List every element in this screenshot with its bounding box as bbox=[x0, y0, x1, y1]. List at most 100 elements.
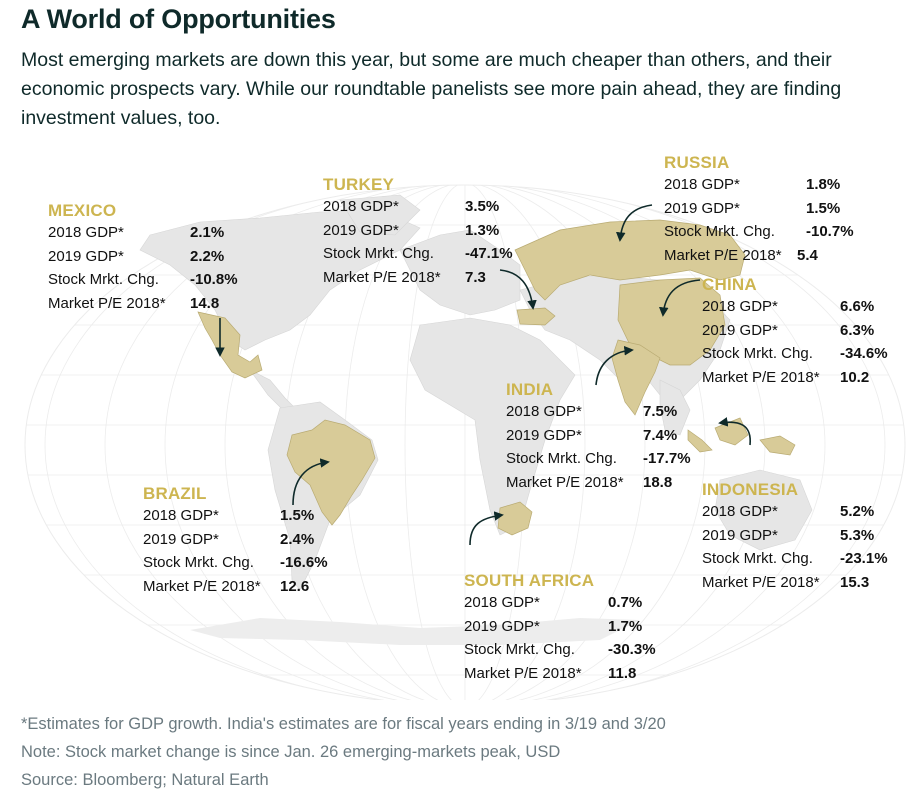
row-gdp2018: 2018 GDP* 6.6% bbox=[702, 295, 888, 319]
label: Market P/E 2018* bbox=[506, 473, 624, 491]
value: -47.1% bbox=[465, 245, 513, 262]
row-stock: Stock Mrkt. Chg. -10.8% bbox=[48, 268, 238, 292]
callout-arrows bbox=[215, 204, 751, 546]
row-gdp2018: 2018 GDP* 7.5% bbox=[506, 400, 691, 424]
value: -23.1% bbox=[840, 550, 888, 567]
row-stock: Stock Mrkt. Chg. -23.1% bbox=[702, 547, 888, 571]
row-gdp2018: 2018 GDP* 2.1% bbox=[48, 221, 238, 245]
value: 1.7% bbox=[608, 617, 643, 635]
label: Stock Mrkt. Chg. bbox=[48, 271, 159, 288]
label: Stock Mrkt. Chg. bbox=[143, 554, 254, 571]
row-stock: Stock Mrkt. Chg. -17.7% bbox=[506, 447, 691, 471]
country-name: TURKEY bbox=[323, 175, 395, 194]
callout-turkey: TURKEY 2018 GDP* 3.5% 2019 GDP* 1.3% Stock… bbox=[323, 175, 513, 289]
value: -30.3% bbox=[608, 641, 656, 658]
country-name: CHINA bbox=[702, 275, 757, 294]
land-europe bbox=[399, 229, 521, 316]
row-gdp2019: 2019 GDP* 7.4% bbox=[506, 424, 691, 448]
label: Stock Mrkt. Chg. bbox=[702, 345, 813, 362]
value: 2.1% bbox=[190, 224, 225, 241]
value: 10.2 bbox=[840, 368, 870, 386]
value: -10.8% bbox=[190, 271, 238, 288]
callout-brazil: BRAZIL 2018 GDP* 1.5% 2019 GDP* 2.4% Stock… bbox=[143, 484, 328, 598]
arrow-south-africa bbox=[469, 511, 504, 546]
label: Market P/E 2018* bbox=[464, 664, 582, 682]
source-line: Source: Bloomberg; Natural Earth bbox=[21, 771, 269, 789]
row-pe: Market P/E 2018* 11.8 bbox=[464, 662, 656, 686]
globe-outline bbox=[24, 184, 906, 700]
land-greenland bbox=[339, 194, 421, 236]
row-gdp2019: 2019 GDP* 1.7% bbox=[464, 615, 656, 639]
value: 1.5% bbox=[280, 507, 315, 524]
label: Market P/E 2018* bbox=[702, 573, 820, 591]
row-gdp2019: 2019 GDP* 2.4% bbox=[143, 528, 328, 552]
label: 2019 GDP* bbox=[702, 321, 778, 339]
row-gdp2018: 2018 GDP* 1.5% bbox=[143, 504, 328, 528]
label: 2018 GDP* bbox=[664, 176, 740, 193]
country-name: INDONESIA bbox=[702, 480, 799, 499]
country-mexico bbox=[197, 311, 263, 379]
footnote-stock: Note: Stock market change is since Jan. … bbox=[21, 743, 561, 761]
value: 0.7% bbox=[608, 594, 643, 611]
footnote-gdp: *Estimates for GDP growth. India's estim… bbox=[21, 715, 666, 733]
label: 2018 GDP* bbox=[464, 594, 540, 611]
land-australia bbox=[714, 469, 813, 551]
value: 15.3 bbox=[840, 573, 870, 591]
arrow-china bbox=[658, 279, 701, 317]
highlighted-countries bbox=[197, 219, 796, 536]
label: Stock Mrkt. Chg. bbox=[464, 641, 575, 658]
label: 2018 GDP* bbox=[702, 298, 778, 315]
value: 6.3% bbox=[840, 321, 875, 339]
arrow-india bbox=[595, 345, 634, 386]
label: 2019 GDP* bbox=[48, 247, 124, 265]
row-stock: Stock Mrkt. Chg. -30.3% bbox=[464, 638, 656, 662]
value: 3.5% bbox=[465, 198, 500, 215]
label: 2018 GDP* bbox=[506, 403, 582, 420]
country-name: RUSSIA bbox=[664, 153, 730, 172]
page-title: A World of Opportunities bbox=[21, 4, 336, 34]
country-south-africa bbox=[497, 501, 533, 536]
value: 2.4% bbox=[280, 530, 315, 548]
callout-india: INDIA 2018 GDP* 7.5% 2019 GDP* 7.4% Stock … bbox=[506, 380, 691, 494]
row-gdp2019: 2019 GDP* 1.3% bbox=[323, 219, 513, 243]
value: 2.2% bbox=[190, 247, 225, 265]
country-name: SOUTH AFRICA bbox=[464, 571, 595, 590]
land-north-america bbox=[139, 209, 421, 351]
label: Stock Mrkt. Chg. bbox=[702, 550, 813, 567]
country-turkey bbox=[516, 307, 556, 326]
country-russia bbox=[514, 219, 746, 301]
row-stock: Stock Mrkt. Chg. -34.6% bbox=[702, 342, 888, 366]
row-pe: Market P/E 2018* 15.3 bbox=[702, 571, 888, 595]
label: Stock Mrkt. Chg. bbox=[664, 223, 775, 240]
callout-russia: RUSSIA 2018 GDP* 1.8% 2019 GDP* 1.5% Stock… bbox=[664, 153, 854, 267]
country-indonesia bbox=[687, 417, 796, 456]
page-dek: Most emerging markets are down this year… bbox=[21, 49, 842, 129]
country-name: BRAZIL bbox=[143, 484, 207, 503]
value: 7.5% bbox=[643, 403, 678, 420]
value: 5.4 bbox=[797, 246, 818, 264]
value: 1.3% bbox=[465, 221, 500, 239]
value: 1.8% bbox=[806, 176, 841, 193]
callout-china: CHINA 2018 GDP* 6.6% 2019 GDP* 6.3% Stock … bbox=[702, 275, 888, 389]
land-antarctica bbox=[190, 618, 640, 645]
label: 2018 GDP* bbox=[323, 198, 399, 215]
row-pe: Market P/E 2018* 7.3 bbox=[323, 266, 513, 290]
land-central-america bbox=[249, 369, 296, 413]
row-gdp2019: 2019 GDP* 6.3% bbox=[702, 319, 888, 343]
label: Market P/E 2018* bbox=[664, 246, 782, 264]
row-gdp2019: 2019 GDP* 5.3% bbox=[702, 524, 888, 548]
label: 2019 GDP* bbox=[664, 199, 740, 217]
label: Stock Mrkt. Chg. bbox=[323, 245, 434, 262]
label: Market P/E 2018* bbox=[702, 368, 820, 386]
country-name: INDIA bbox=[506, 380, 554, 399]
label: 2019 GDP* bbox=[323, 221, 399, 239]
value: -34.6% bbox=[840, 345, 888, 362]
label: 2019 GDP* bbox=[143, 530, 219, 548]
label: Stock Mrkt. Chg. bbox=[506, 450, 617, 467]
value: 14.8 bbox=[190, 294, 220, 312]
country-china bbox=[617, 277, 726, 366]
row-gdp2018: 2018 GDP* 3.5% bbox=[323, 195, 513, 219]
row-stock: Stock Mrkt. Chg. -10.7% bbox=[664, 220, 854, 244]
row-gdp2018: 2018 GDP* 0.7% bbox=[464, 591, 656, 615]
row-pe: Market P/E 2018* 14.8 bbox=[48, 292, 238, 316]
